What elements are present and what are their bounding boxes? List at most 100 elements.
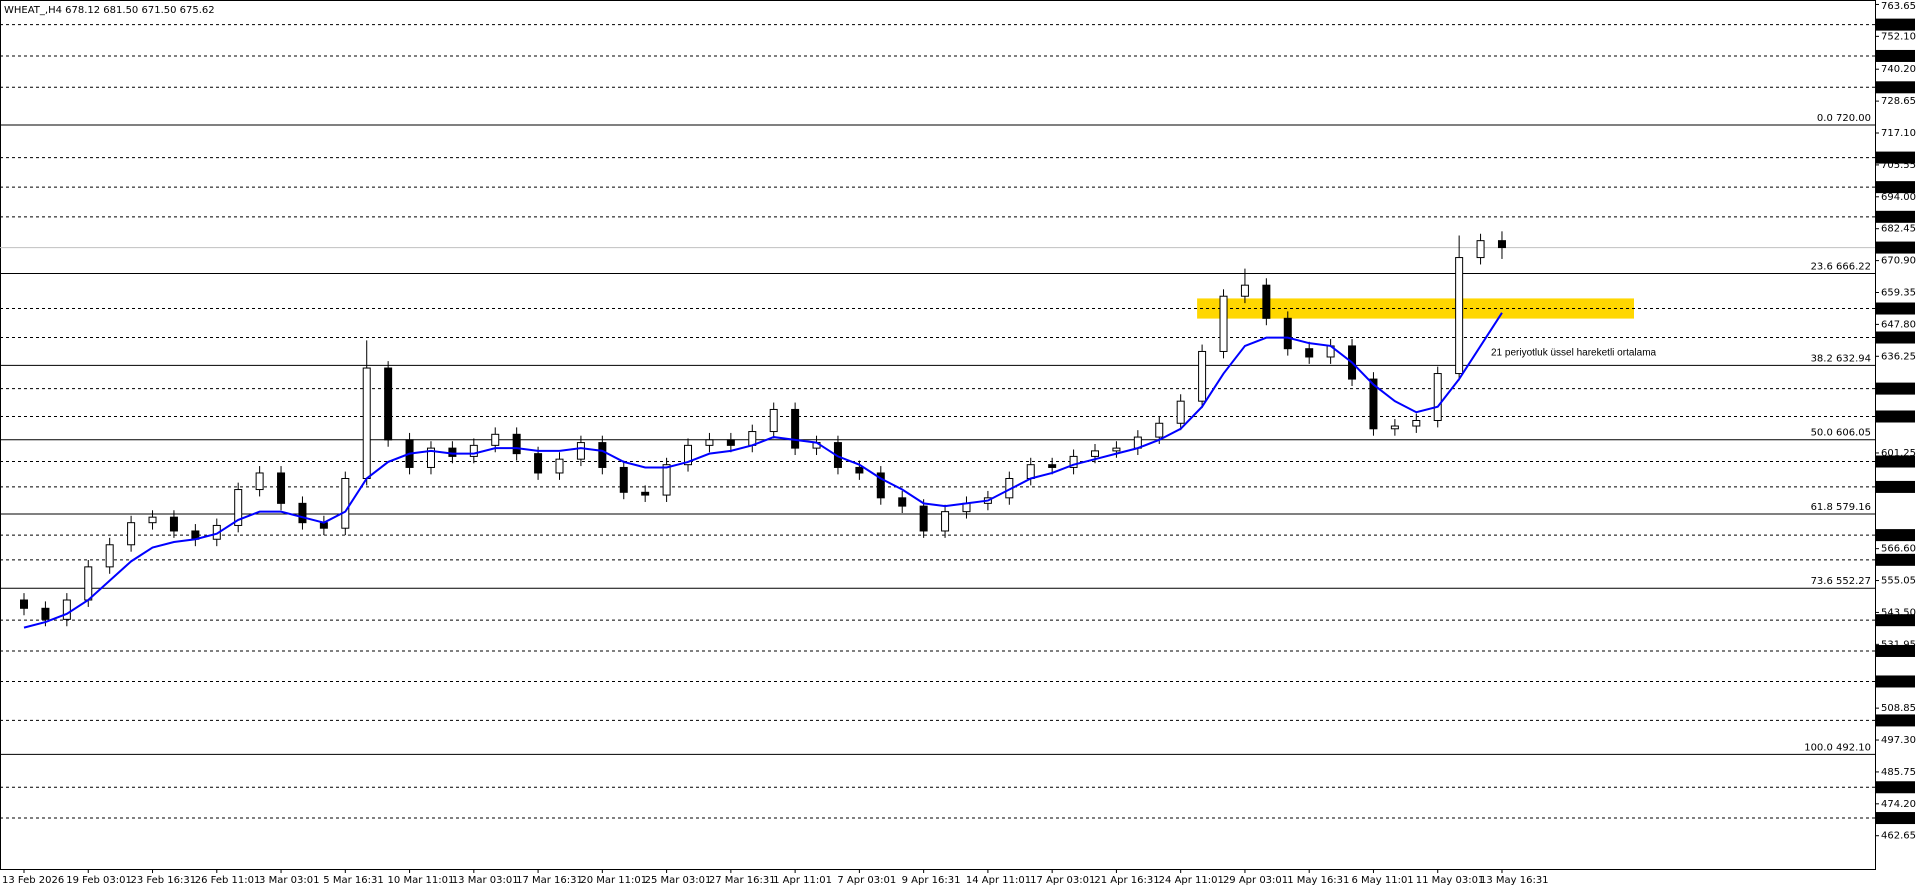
y-tick-label: 474.20 xyxy=(1881,799,1916,810)
candle-body xyxy=(919,505,928,532)
x-tick-label: 27 Mar 16:31 xyxy=(709,875,776,886)
y-tick-label: 670.90 xyxy=(1881,256,1916,267)
y-tick-label: 543.50 xyxy=(1881,607,1916,618)
candle-body xyxy=(1091,450,1099,457)
level-label-box xyxy=(1876,382,1915,395)
level-label-box xyxy=(1876,812,1915,825)
candle-body xyxy=(41,607,50,620)
candle-body xyxy=(769,408,778,433)
candle-body xyxy=(1262,284,1271,319)
level-label-box xyxy=(1876,302,1915,315)
candle-body xyxy=(791,408,800,449)
candle-body xyxy=(1390,425,1399,430)
ema-line xyxy=(23,312,1503,629)
level-label: 469.05 xyxy=(1879,813,1914,824)
level-label-box xyxy=(1876,675,1915,688)
y-tick-label: 485.75 xyxy=(1881,767,1916,778)
candle-body xyxy=(662,464,671,496)
level-label-box xyxy=(1876,331,1915,344)
level-label: 598.15 xyxy=(1879,457,1914,468)
level-label: 518.50 xyxy=(1879,676,1914,687)
level-label: 571.50 xyxy=(1879,530,1914,541)
x-tick-label: 5 Mar 16:31 xyxy=(323,875,383,886)
candle-body xyxy=(234,489,243,526)
candle-body xyxy=(448,447,457,457)
candle-body xyxy=(1069,455,1078,468)
candle-body xyxy=(1433,373,1442,422)
candle-body xyxy=(255,472,264,491)
candle-body xyxy=(726,439,735,446)
level-label-box xyxy=(1876,714,1915,727)
x-tick-label: 21 Apr 16:31 xyxy=(1094,875,1159,886)
fib-label: 61.8 579.16 xyxy=(1811,502,1871,513)
level-label: 624.55 xyxy=(1879,384,1914,395)
x-tick-label: 1 Apr 11:01 xyxy=(773,875,832,886)
candle-body xyxy=(1048,464,1057,468)
level-label-box xyxy=(1876,151,1915,164)
y-tick-label: 497.30 xyxy=(1881,735,1916,746)
y-tick-label: 531.95 xyxy=(1881,639,1916,650)
level-label: 697.50 xyxy=(1879,182,1914,193)
y-tick-label: 566.60 xyxy=(1881,544,1916,555)
candle-body xyxy=(705,439,714,446)
candle-body xyxy=(277,472,286,504)
y-tick-label: 705.55 xyxy=(1881,160,1916,171)
fib-label: 50.0 606.05 xyxy=(1811,428,1871,439)
level-label-box xyxy=(1876,781,1915,794)
y-tick-label: 682.45 xyxy=(1881,224,1916,235)
candle-body xyxy=(384,367,393,441)
level-label-box xyxy=(1876,81,1915,94)
candle-body xyxy=(1155,422,1164,438)
x-tick-label: 25 Mar 03:01 xyxy=(645,875,712,886)
candle-body xyxy=(1305,348,1314,358)
candle-body xyxy=(169,516,178,532)
x-tick-label: 24 Apr 11:01 xyxy=(1159,875,1224,886)
candle-body xyxy=(898,497,907,507)
level-label-box xyxy=(1876,614,1915,627)
candle-body xyxy=(1176,400,1185,424)
candle-body xyxy=(876,472,885,499)
level-label-box xyxy=(1876,644,1915,657)
x-tick-label: 17 Apr 03:01 xyxy=(1030,875,1095,886)
x-tick-label: 13 Mar 03:01 xyxy=(452,875,519,886)
x-tick-label: 10 Mar 11:01 xyxy=(388,875,455,886)
candle-body xyxy=(1240,284,1249,297)
x-tick-label: 29 Apr 03:01 xyxy=(1223,875,1288,886)
candle-body xyxy=(148,516,157,524)
level-label: 540.70 xyxy=(1879,615,1914,626)
y-tick-label: 763.65 xyxy=(1881,1,1916,12)
level-label: 480.20 xyxy=(1879,782,1914,793)
y-tick-label: 508.85 xyxy=(1881,703,1916,714)
level-label-box xyxy=(1876,18,1915,31)
x-tick-label: 14 Apr 11:01 xyxy=(966,875,1031,886)
candle-body xyxy=(491,433,500,446)
candle-body xyxy=(1198,350,1207,402)
level-label-box xyxy=(1876,49,1915,62)
level-label: 504.40 xyxy=(1879,715,1914,726)
plot-frame xyxy=(0,0,1876,870)
candle-body xyxy=(469,444,478,457)
y-tick-label: 740.20 xyxy=(1881,64,1916,75)
x-tick-label: 11 May 03:01 xyxy=(1416,875,1485,886)
x-tick-label: 13 Feb 2026 xyxy=(2,875,64,886)
candle-body xyxy=(641,491,650,496)
level-label: 708.20 xyxy=(1879,153,1914,164)
y-tick-label: 462.65 xyxy=(1881,831,1916,842)
candle-body xyxy=(105,544,114,568)
level-label-box xyxy=(1876,480,1915,493)
fib-label: 73.6 552.27 xyxy=(1811,576,1871,587)
candle-body xyxy=(1026,464,1035,479)
candle-body xyxy=(1497,240,1506,249)
candle-body xyxy=(1455,257,1464,375)
y-tick-label: 717.10 xyxy=(1881,128,1916,139)
level-label: 686.75 xyxy=(1879,212,1914,223)
x-tick-label: 13 May 16:31 xyxy=(1480,875,1549,886)
candle-body xyxy=(512,433,521,455)
current-price-box xyxy=(1876,241,1915,254)
candle-body xyxy=(941,511,950,532)
level-label-box xyxy=(1876,529,1915,542)
x-tick-label: 23 Feb 16:31 xyxy=(131,875,197,886)
candle-body xyxy=(1283,317,1292,350)
y-tick-label: 728.65 xyxy=(1881,96,1916,107)
